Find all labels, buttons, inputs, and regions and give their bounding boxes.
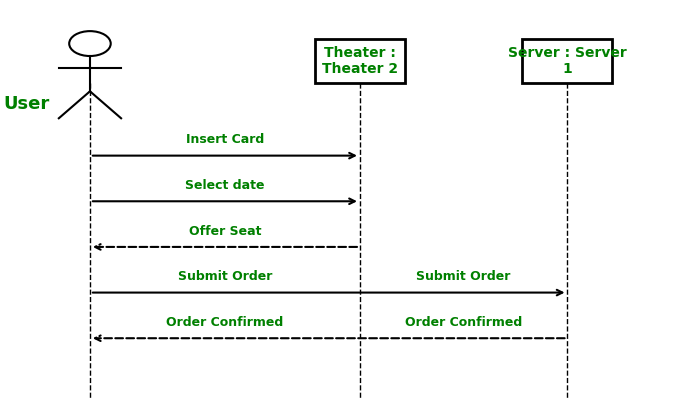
Text: Select date: Select date (185, 179, 264, 192)
Text: User: User (3, 95, 50, 113)
Text: Order Confirmed: Order Confirmed (405, 316, 522, 329)
Text: Insert Card: Insert Card (185, 134, 264, 146)
Text: Server : Server
1: Server : Server 1 (508, 46, 627, 76)
Text: Order Confirmed: Order Confirmed (166, 316, 284, 329)
Text: Submit Order: Submit Order (178, 271, 272, 283)
FancyBboxPatch shape (522, 39, 612, 83)
Text: Submit Order: Submit Order (417, 271, 511, 283)
FancyBboxPatch shape (315, 39, 405, 83)
Text: Theater :
Theater 2: Theater : Theater 2 (322, 46, 398, 76)
Text: Offer Seat: Offer Seat (189, 225, 261, 238)
